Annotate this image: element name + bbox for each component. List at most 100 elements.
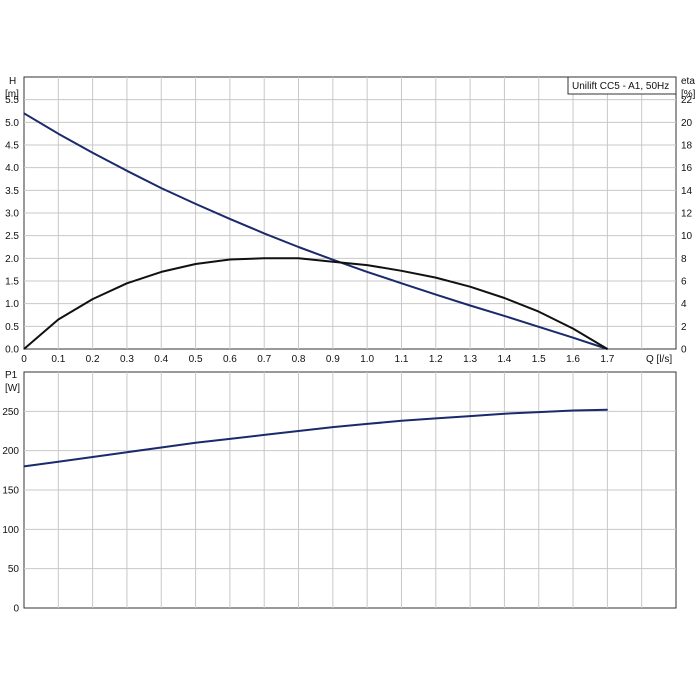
series-2-point <box>332 261 334 263</box>
left-tick-label: 2.5 <box>5 231 19 242</box>
right-tick-label: 16 <box>681 163 693 174</box>
left-tick-label: 150 <box>2 486 19 497</box>
series-2-point <box>195 263 197 265</box>
right-tick-label: 4 <box>681 299 687 310</box>
p1-axis-unit: [W] <box>5 383 20 394</box>
eta-axis-label: eta <box>681 76 695 87</box>
x-tick-label: 0.6 <box>223 354 237 365</box>
x-tick-label: 0.7 <box>257 354 271 365</box>
left-tick-label: 4.0 <box>5 163 19 174</box>
right-tick-label: 18 <box>681 141 693 152</box>
x-tick-label: 0.9 <box>326 354 340 365</box>
left-tick-label: 4.5 <box>5 141 19 152</box>
right-tick-label: 8 <box>681 254 687 265</box>
series-1-point <box>572 409 574 412</box>
series-2-point <box>229 258 231 261</box>
series-1-point <box>366 271 368 273</box>
x-tick-label: 1.3 <box>463 354 477 365</box>
x-tick-label: 0.8 <box>292 354 306 365</box>
x-tick-label: 1.7 <box>600 354 614 365</box>
x-tick-label: 0.3 <box>120 354 134 365</box>
series-1-point <box>503 413 505 415</box>
p1-axis-label: P1 <box>5 370 18 381</box>
series-1-point <box>92 456 94 458</box>
series-2-point <box>469 286 471 288</box>
series-2-point <box>606 348 609 350</box>
left-tick-label: 200 <box>2 446 19 457</box>
series-1-point <box>297 246 300 248</box>
left-tick-label: 5.5 <box>5 95 19 106</box>
series-1-point <box>366 423 368 425</box>
series-1-point <box>57 133 59 135</box>
bottom-ticks: 0 50 100 150 200 250 <box>2 407 19 615</box>
left-tick-label: 5.0 <box>5 118 19 129</box>
right-tick-label: 0 <box>681 345 687 356</box>
x-tick-label: 1.1 <box>395 354 409 365</box>
left-tick-label: 1.0 <box>5 299 19 310</box>
series-1-point <box>195 203 197 205</box>
series-2-point <box>126 282 128 284</box>
left-tick-label: 1.5 <box>5 277 19 288</box>
h-axis-label: H <box>9 76 16 87</box>
series-2-point <box>400 270 403 272</box>
series-1-point <box>538 326 540 328</box>
x-tick-label: 0.5 <box>189 354 203 365</box>
series-1-point <box>332 259 334 261</box>
series-2-point <box>297 257 300 259</box>
series-1-point <box>23 112 25 114</box>
series-1-point <box>126 451 128 453</box>
series-2-point <box>92 298 94 300</box>
right-tick-label: 12 <box>681 209 693 220</box>
series-2-point <box>366 264 368 266</box>
left-tick-label: 3.0 <box>5 209 19 220</box>
series-1-point <box>160 187 162 189</box>
series-1-point <box>572 337 574 339</box>
series-2-point <box>160 271 162 273</box>
series-2-point <box>435 277 437 279</box>
left-tick-label: 0 <box>13 604 19 615</box>
series-line-2 <box>23 257 608 350</box>
x-tick-label: 1.6 <box>566 354 580 365</box>
head-efficiency-panel: 0.0 0.5 1.0 1.5 2.0 2.5 3.0 3.5 4.0 4.5 5.0 5.5 0 2 4 6… <box>5 76 696 365</box>
bottom-series <box>23 408 609 468</box>
x-tick-label: 0.4 <box>154 354 168 365</box>
series-1-point <box>606 409 609 411</box>
left-tick-label: 3.5 <box>5 186 19 197</box>
right-tick-label: 2 <box>681 322 687 333</box>
series-1-point <box>400 420 403 422</box>
x-tick-label: 0.1 <box>51 354 65 365</box>
left-tick-label: 0.0 <box>5 345 19 356</box>
left-tick-label: 2.0 <box>5 254 19 265</box>
top-ticks: 0.0 0.5 1.0 1.5 2.0 2.5 3.0 3.5 4.0 4.5 5.0 5.5 0 2 4 6… <box>5 95 692 365</box>
x-tick-label: 1.2 <box>429 354 443 365</box>
series-1-point <box>469 415 471 417</box>
series-1-point <box>400 282 403 284</box>
q-axis-label: Q [l/s] <box>646 354 672 365</box>
right-tick-label: 10 <box>681 231 693 242</box>
series-1-point <box>263 434 265 436</box>
x-tick-label: 1.5 <box>532 354 546 365</box>
series-1-point <box>23 465 25 467</box>
series-1-point <box>435 417 437 419</box>
h-axis-unit: [m] <box>5 89 19 100</box>
series-1-point <box>126 170 128 172</box>
series-1-point <box>332 426 334 428</box>
series-1-point <box>160 446 162 449</box>
series-1-point <box>195 442 197 444</box>
series-1-point <box>92 152 94 154</box>
series-2-point <box>503 297 505 299</box>
right-tick-label: 6 <box>681 277 687 288</box>
left-tick-label: 100 <box>2 525 19 536</box>
series-1-point <box>57 461 59 463</box>
legend-text: Unilift CC5 - A1, 50Hz <box>572 81 669 92</box>
left-tick-label: 50 <box>8 564 20 575</box>
series-1-point <box>469 304 471 307</box>
x-tick-label: 0.2 <box>86 354 100 365</box>
x-tick-label: 1.0 <box>360 354 374 365</box>
right-tick-label: 20 <box>681 118 693 129</box>
series-1-point <box>229 218 231 220</box>
series-1-point <box>503 315 505 317</box>
right-tick-label: 22 <box>681 95 693 106</box>
left-tick-label: 0.5 <box>5 322 19 333</box>
